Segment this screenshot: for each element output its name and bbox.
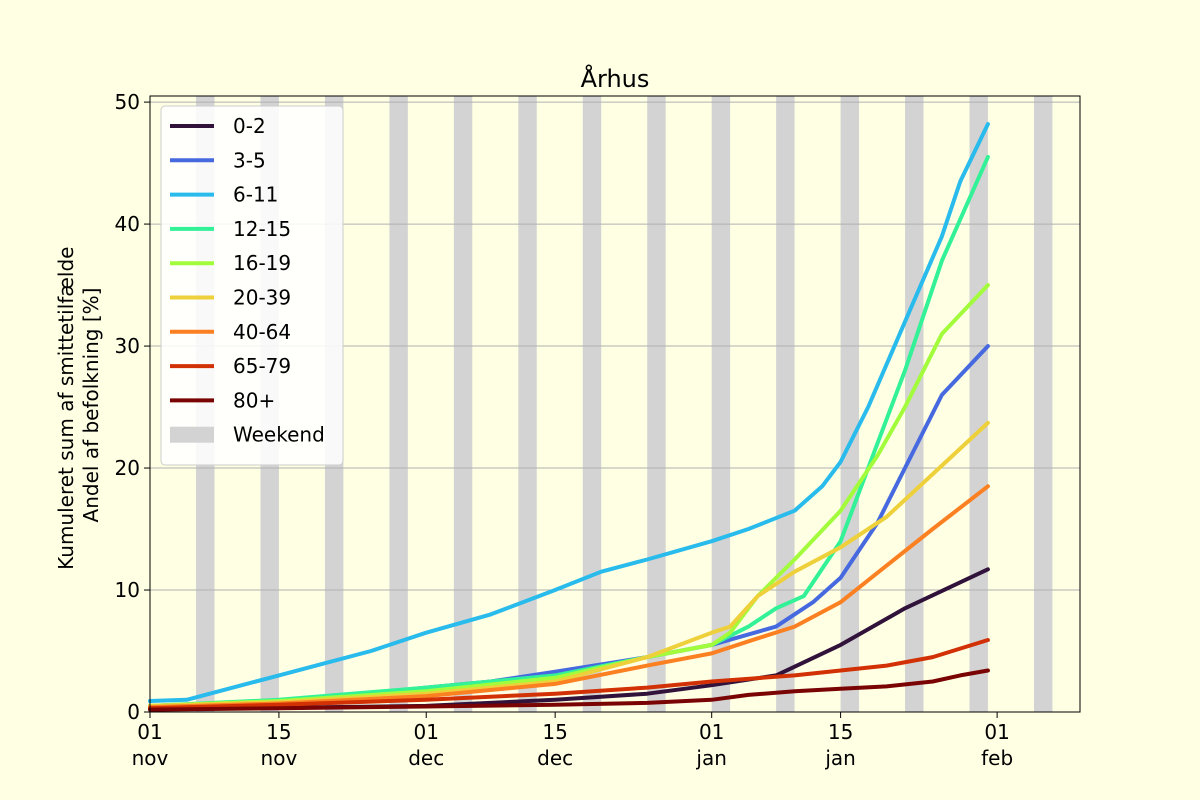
x-tick-label-day: 15	[542, 720, 567, 744]
x-tick-label-day: 15	[828, 720, 853, 744]
x-tick-label-day: 15	[266, 720, 291, 744]
y-tick-label: 50	[115, 90, 140, 114]
series-line-16-19	[148, 283, 990, 708]
legend-label: 12-15	[233, 217, 291, 241]
legend-label-weekend: Weekend	[233, 423, 325, 447]
x-tick-label-day: 01	[699, 720, 724, 744]
chart-title: Århus	[581, 64, 650, 93]
weekend-band	[776, 96, 795, 712]
x-tick-label-month: dec	[537, 746, 573, 770]
x-tick-label-day: 01	[414, 720, 439, 744]
plot-frame	[149, 95, 1081, 713]
legend-label: 6-11	[233, 183, 278, 207]
legend-swatch-weekend	[170, 426, 214, 443]
series-line-80+	[148, 668, 990, 712]
legend-label: 16-19	[233, 251, 291, 275]
weekend-band	[711, 96, 731, 712]
x-tick-label-month: nov	[261, 746, 298, 770]
weekend-band	[647, 96, 666, 712]
y-axis-label-line-2: Andel af befolkning [%]	[79, 288, 103, 523]
x-tick-label-month: dec	[408, 746, 444, 770]
x-tick-label-month: feb	[981, 746, 1013, 770]
x-tick-label-day: 01	[137, 720, 162, 744]
weekend-band	[905, 96, 924, 712]
series-line-65-79	[148, 638, 990, 711]
legend-label: 0-2	[233, 114, 266, 138]
weekend-band	[582, 96, 602, 712]
x-tick-label-month: jan	[824, 746, 856, 770]
weekend-band	[1033, 96, 1053, 712]
weekend-band	[840, 96, 860, 712]
y-tick-label: 20	[115, 456, 140, 480]
legend-label: 80+	[233, 388, 275, 412]
legend-label: 3-5	[233, 148, 266, 172]
weekend-band	[389, 96, 408, 712]
legend-label: 65-79	[233, 354, 291, 378]
weekend-band	[518, 96, 537, 712]
series-line-40-64	[148, 484, 990, 710]
legend-label: 20-39	[233, 286, 291, 310]
y-tick-label: 30	[115, 334, 140, 358]
weekend-band	[969, 96, 988, 712]
y-tick-label: 0	[127, 700, 140, 724]
y-tick-label: 10	[115, 578, 140, 602]
series-line-6-11	[148, 122, 990, 703]
y-axis: 0 10 20 30 40 50	[115, 90, 150, 724]
legend: 0-2 3-5 6-11 12-15 16-19 20-39 40-64 65-79 80+ We…	[160, 105, 344, 466]
weekend-band	[453, 96, 473, 712]
x-tick-label-month: jan	[695, 746, 727, 770]
x-tick-label-month: nov	[132, 746, 169, 770]
series-layer	[148, 122, 990, 712]
series-line-20-39	[148, 420, 990, 708]
x-tick-label-day: 01	[984, 720, 1009, 744]
y-axis-label-line-1: Kumuleret sum af smittetilfælde	[54, 247, 78, 570]
y-axis-label: Kumuleret sum af smittetilfælde Andel af…	[54, 240, 103, 570]
legend-label: 40-64	[233, 320, 291, 344]
y-tick-label: 40	[115, 212, 140, 236]
series-line-12-15	[148, 155, 990, 708]
